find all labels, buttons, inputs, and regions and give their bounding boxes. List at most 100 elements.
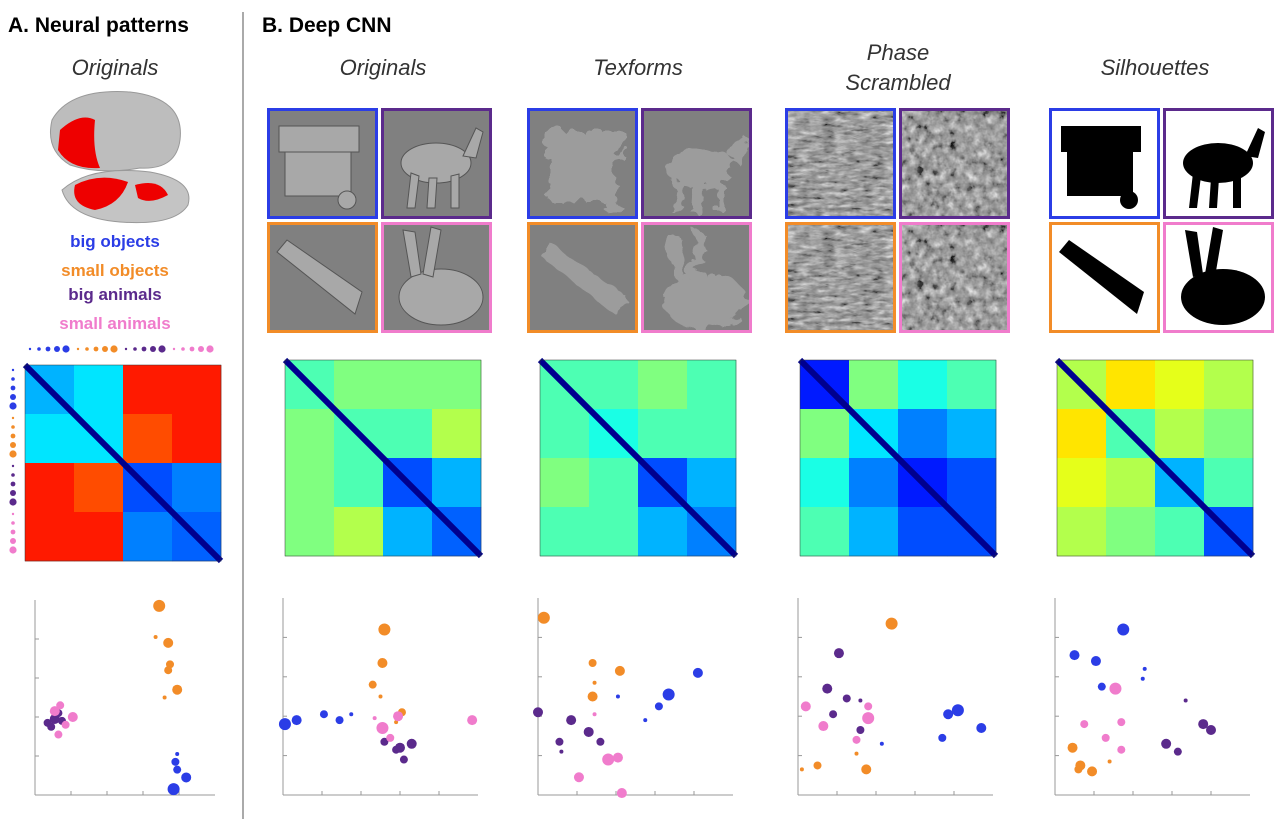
matrix-cell (432, 360, 481, 409)
point (814, 761, 822, 769)
category-dot (11, 521, 15, 525)
panel-label: A. Neural patterns (8, 14, 189, 38)
image-tile (1163, 108, 1274, 219)
point (1141, 677, 1145, 681)
category-dot (11, 482, 16, 487)
point (655, 702, 663, 710)
image-tile (641, 222, 752, 333)
image-tile (267, 108, 378, 219)
object-shape (1067, 152, 1133, 196)
point (168, 783, 180, 795)
category-dot (54, 346, 60, 352)
matrix-cell (947, 360, 996, 409)
point (593, 681, 597, 685)
matrix-cell (1057, 507, 1106, 556)
matrix-cell (589, 458, 638, 507)
point (163, 696, 167, 700)
point (693, 668, 703, 678)
matrix-cell (25, 414, 74, 463)
category-dot (29, 348, 31, 350)
object-shape (545, 152, 611, 196)
point (1108, 760, 1112, 764)
point (171, 758, 179, 766)
point (163, 638, 173, 648)
point (369, 681, 377, 689)
point (407, 739, 417, 749)
point (173, 766, 181, 774)
object-shape (1120, 191, 1138, 209)
matrix-cell (334, 360, 383, 409)
point (856, 726, 864, 734)
matrix-cell (849, 360, 898, 409)
matrix-cell (383, 360, 432, 409)
image-tile (1163, 222, 1274, 333)
point (602, 754, 614, 766)
matrix-cell (1057, 409, 1106, 458)
point (843, 694, 851, 702)
category-dot (9, 498, 16, 505)
category-dot (206, 345, 213, 352)
point (574, 772, 584, 782)
legend-label: small objects (15, 261, 215, 281)
object-shape (285, 152, 351, 196)
matrix-cell (1106, 507, 1155, 556)
image-tile (641, 108, 752, 219)
column-title: Originals (50, 53, 180, 83)
point (886, 618, 898, 630)
image-noise (785, 222, 896, 333)
point (663, 689, 675, 701)
category-dot (10, 490, 16, 496)
point (596, 738, 604, 746)
category-dot (11, 434, 16, 439)
column-title: Originals (318, 53, 448, 83)
legend-label: big animals (15, 285, 215, 305)
point (829, 710, 837, 718)
point (533, 707, 543, 717)
category-dot (12, 465, 14, 467)
point (1068, 743, 1078, 753)
category-dot (85, 347, 89, 351)
point (320, 710, 328, 718)
point (164, 666, 172, 674)
point (855, 752, 859, 756)
point (379, 695, 383, 699)
point (818, 721, 828, 731)
point (400, 756, 408, 764)
point (56, 701, 64, 709)
category-dot (12, 369, 14, 371)
matrix-cell (123, 414, 172, 463)
image-tile (381, 222, 492, 333)
point (1098, 683, 1106, 691)
column-title: Silhouettes (1090, 53, 1220, 83)
point (566, 715, 576, 725)
matrix-cell (1106, 458, 1155, 507)
matrix-cell (687, 360, 736, 409)
point (643, 718, 647, 722)
matrix-cell (123, 512, 172, 561)
point (862, 712, 874, 724)
point (392, 746, 400, 754)
point (613, 753, 623, 763)
point (800, 767, 804, 771)
point (1184, 698, 1188, 702)
matrix-cell (947, 458, 996, 507)
point (976, 723, 986, 733)
category-dot (173, 348, 175, 350)
matrix-cell (589, 507, 638, 556)
matrix-cell (1057, 458, 1106, 507)
matrix-cell (1155, 360, 1204, 409)
matrix-cell (589, 360, 638, 409)
matrix-cell (1155, 507, 1204, 556)
category-dot (77, 348, 79, 350)
matrix-cell (432, 458, 481, 507)
point (393, 711, 403, 721)
point (559, 750, 563, 754)
point (373, 716, 377, 720)
category-dot (10, 538, 16, 544)
matrix-cell (334, 507, 383, 556)
figure-graphics (0, 0, 1275, 819)
matrix-cell (432, 409, 481, 458)
image-tile (899, 222, 1010, 333)
matrix-cell (687, 409, 736, 458)
object-shape (1181, 269, 1265, 325)
